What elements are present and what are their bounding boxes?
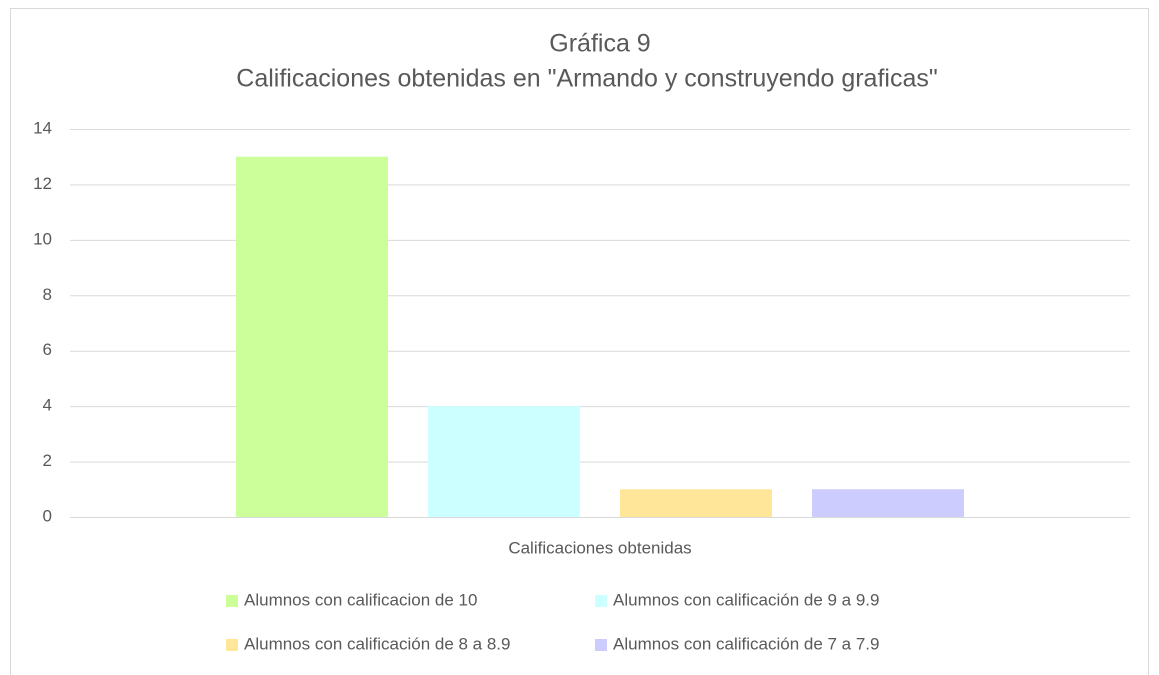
chart-frame bbox=[10, 8, 1149, 675]
legend-label: Alumnos con calificación de 8 a 8.9 bbox=[244, 634, 511, 653]
y-tick-label: 4 bbox=[43, 396, 52, 415]
y-tick-label: 12 bbox=[33, 174, 52, 193]
y-tick-label: 6 bbox=[43, 340, 52, 359]
y-tick-label: 8 bbox=[43, 285, 52, 304]
chart-subtitle: Calificaciones obtenidas en "Armando y c… bbox=[236, 65, 937, 93]
legend-swatch bbox=[226, 639, 238, 651]
bar bbox=[620, 489, 772, 517]
y-tick-label: 0 bbox=[43, 506, 52, 525]
y-tick-label: 14 bbox=[33, 118, 52, 137]
bar bbox=[812, 489, 964, 517]
y-tick-label: 10 bbox=[33, 229, 52, 248]
chart-title: Gráfica 9 bbox=[549, 30, 650, 58]
legend-swatch bbox=[226, 595, 238, 607]
y-tick-label: 2 bbox=[43, 451, 52, 470]
legend-swatch bbox=[595, 639, 607, 651]
legend-label: Alumnos con calificación de 9 a 9.9 bbox=[613, 590, 880, 609]
legend-swatch bbox=[595, 595, 607, 607]
legend-label: Alumnos con calificacion de 10 bbox=[244, 590, 477, 609]
bar bbox=[428, 406, 580, 517]
bar bbox=[236, 156, 388, 517]
legend-label: Alumnos con calificación de 7 a 7.9 bbox=[613, 634, 880, 653]
x-tick-label: Calificaciones obtenidas bbox=[508, 538, 691, 557]
